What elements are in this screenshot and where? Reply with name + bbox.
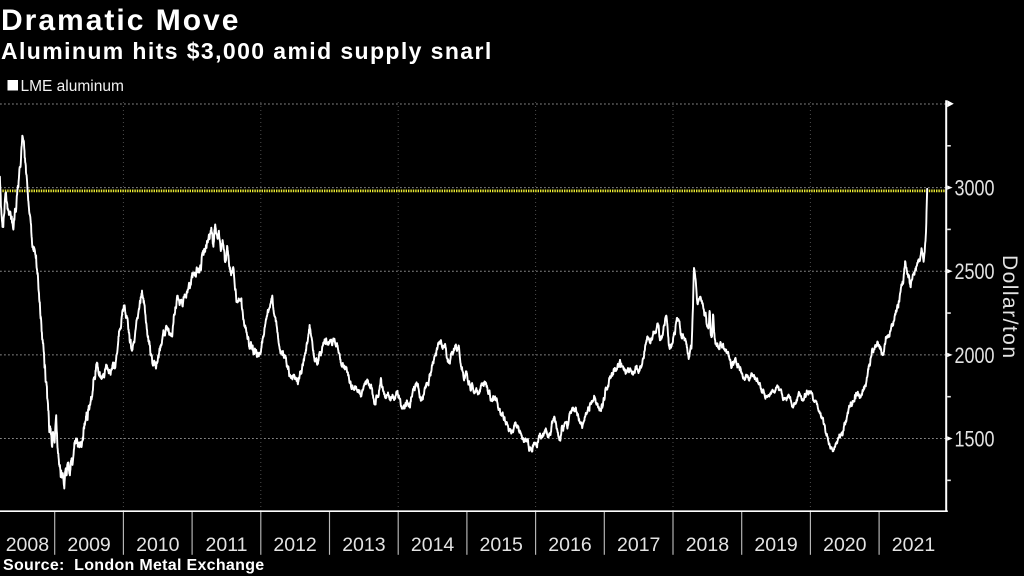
svg-text:2009: 2009 [67, 534, 110, 556]
svg-text:2011: 2011 [206, 534, 248, 556]
svg-text:2018: 2018 [686, 534, 729, 556]
svg-text:2012: 2012 [273, 534, 316, 556]
svg-text:2500: 2500 [955, 259, 995, 284]
svg-text:2020: 2020 [823, 534, 867, 556]
svg-text:2014: 2014 [411, 534, 455, 556]
svg-text:1500: 1500 [955, 426, 995, 451]
svg-text:2010: 2010 [136, 534, 180, 556]
svg-text:2015: 2015 [480, 534, 524, 556]
svg-text:2008: 2008 [6, 534, 49, 556]
svg-text:2016: 2016 [548, 534, 591, 556]
svg-text:Dollar/ton: Dollar/ton [998, 255, 1021, 358]
svg-text:2013: 2013 [342, 534, 385, 556]
svg-text:2019: 2019 [754, 534, 797, 556]
svg-text:3000: 3000 [955, 176, 995, 201]
svg-text:2021: 2021 [892, 534, 935, 556]
svg-text:2000: 2000 [955, 343, 995, 368]
svg-text:LME aluminum: LME aluminum [21, 78, 124, 95]
svg-text:2017: 2017 [617, 534, 660, 556]
